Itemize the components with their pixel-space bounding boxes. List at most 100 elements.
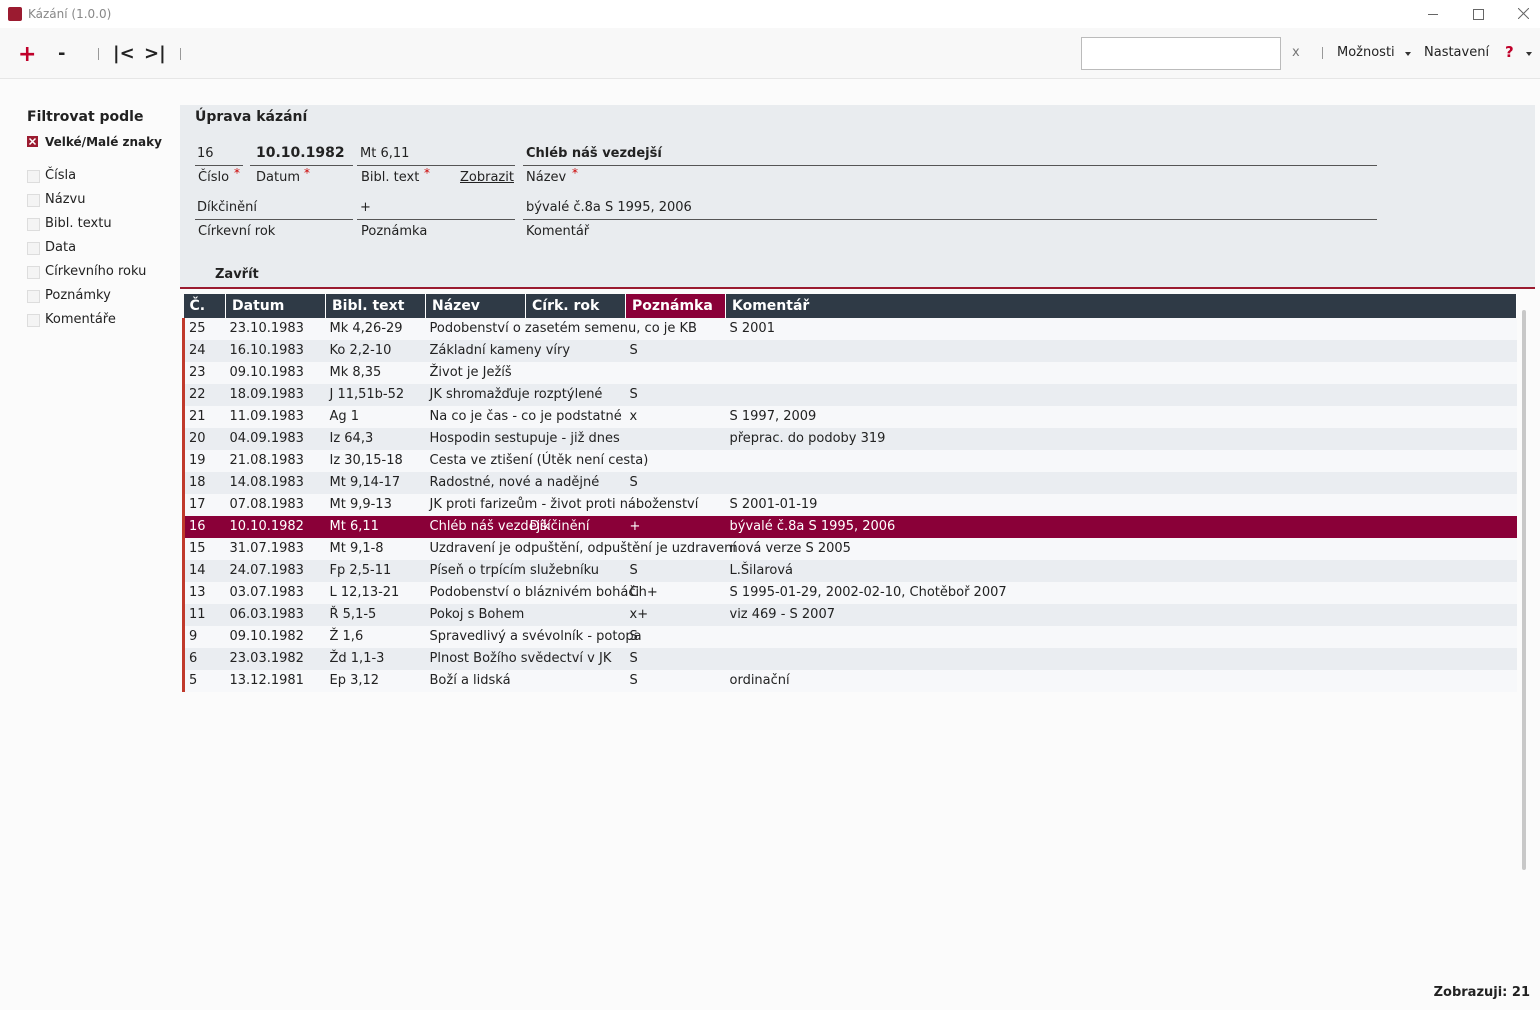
- table-cell: S: [625, 340, 726, 362]
- add-button[interactable]: +: [18, 42, 37, 67]
- table-cell: S 1997, 2009: [725, 406, 1517, 428]
- close-form-button[interactable]: Zavřít: [215, 267, 259, 282]
- table-row[interactable]: 14 24.07.1983 Fp 2,5-11 Píseň o trpícím slu…: [182, 560, 1517, 582]
- table-row[interactable]: 19 21.08.1983 Iz 30,15-18 Cesta ve ztišení …: [182, 450, 1517, 472]
- checkbox[interactable]: [27, 170, 40, 183]
- search-input[interactable]: [1081, 37, 1281, 70]
- table-cell: 18.09.1983: [225, 384, 326, 406]
- bible-label: Bibl. text: [361, 170, 420, 185]
- comment-value[interactable]: bývalé č.8a S 1995, 2006: [526, 200, 692, 215]
- number-label: Číslo: [198, 170, 230, 185]
- options-menu[interactable]: Možnosti: [1337, 45, 1395, 60]
- column-header[interactable]: Komentář: [725, 294, 1517, 318]
- church-year-label: Církevní rok: [198, 224, 276, 239]
- table-cell: Píseň o trpícím služebníku: [425, 560, 599, 582]
- checkbox-checked[interactable]: [27, 136, 38, 147]
- settings-menu[interactable]: Nastavení: [1424, 45, 1490, 60]
- column-header[interactable]: Datum: [225, 294, 326, 318]
- table-cell: [525, 472, 626, 494]
- table-row[interactable]: 6 23.03.1982 Žd 1,1-3 Plnost Božího svědect…: [182, 648, 1517, 670]
- table-cell: [525, 362, 626, 384]
- table-cell: Iz 30,15-18: [325, 450, 426, 472]
- table-cell: Mk 8,35: [325, 362, 426, 384]
- table-row[interactable]: 24 16.10.1983 Ko 2,2-10 Základní kameny vír…: [182, 340, 1517, 362]
- help-button[interactable]: ?: [1505, 43, 1514, 61]
- table-row[interactable]: 21 11.09.1983 Ag 1 Na co je čas - co je pod…: [182, 406, 1517, 428]
- show-link[interactable]: Zobrazit: [460, 170, 514, 185]
- table-cell: Podobenství o bláznivém boháči: [425, 582, 639, 604]
- table-cell: S: [625, 560, 726, 582]
- number-value[interactable]: 16: [197, 146, 214, 161]
- search-clear[interactable]: x: [1292, 45, 1300, 60]
- scrollbar[interactable]: [1522, 310, 1526, 870]
- table-cell: 23: [182, 362, 226, 384]
- case-toggle-label[interactable]: Velké/Malé znaky: [45, 135, 162, 149]
- filter-label[interactable]: Poznámky: [45, 288, 111, 303]
- note-value[interactable]: +: [360, 200, 371, 215]
- table-row[interactable]: 23 09.10.1983 Mk 8,35 Život je Ježíš: [182, 362, 1517, 384]
- checkbox[interactable]: [27, 314, 40, 327]
- name-value[interactable]: Chléb náš vezdejší: [526, 146, 662, 161]
- close-button[interactable]: [1518, 8, 1529, 19]
- table-cell: 14.08.1983: [225, 472, 326, 494]
- table-cell: Mt 6,11: [325, 516, 426, 538]
- required-mark: *: [304, 166, 310, 180]
- filter-label[interactable]: Bibl. textu: [45, 216, 112, 231]
- column-header[interactable]: Č.: [183, 294, 226, 318]
- filter-label[interactable]: Čísla: [45, 168, 77, 183]
- table-cell: 17: [182, 494, 226, 516]
- table-cell: [725, 450, 1517, 472]
- table-row[interactable]: 11 06.03.1983 Ř 5,1-5 Pokoj s Bohem x+ viz 46…: [182, 604, 1517, 626]
- table-cell: L.Šilarová: [725, 560, 1517, 582]
- bible-value[interactable]: Mt 6,11: [360, 146, 410, 161]
- filter-label[interactable]: Názvu: [45, 192, 86, 207]
- column-header[interactable]: Název: [425, 294, 526, 318]
- table-cell: [525, 670, 626, 692]
- table-cell: [725, 626, 1517, 648]
- filter-label[interactable]: Komentáře: [45, 312, 116, 327]
- filter-label[interactable]: Církevního roku: [45, 264, 147, 279]
- table-cell: 13.12.1981: [225, 670, 326, 692]
- table-cell: [525, 384, 626, 406]
- checkbox[interactable]: [27, 242, 40, 255]
- last-button[interactable]: >|: [144, 43, 166, 64]
- column-header[interactable]: Círk. rok: [525, 294, 626, 318]
- first-button[interactable]: |<: [113, 43, 135, 64]
- table-cell: S 1995-01-29, 2002-02-10, Chotěboř 2007: [725, 582, 1517, 604]
- table-row[interactable]: 22 18.09.1983 J 11,51b-52 JK shromažďuje ro…: [182, 384, 1517, 406]
- table-cell: Plnost Božího svědectví v JK: [425, 648, 611, 670]
- column-header[interactable]: Bibl. text: [325, 294, 426, 318]
- checkbox[interactable]: [27, 194, 40, 207]
- checkbox[interactable]: [27, 290, 40, 303]
- table-cell: S: [625, 648, 726, 670]
- table-cell: [525, 626, 626, 648]
- maximize-button[interactable]: [1473, 9, 1484, 20]
- remove-button[interactable]: -: [58, 43, 66, 64]
- table-cell: Iz 64,3: [325, 428, 426, 450]
- table-row[interactable]: 18 14.08.1983 Mt 9,14-17 Radostné, nové a n…: [182, 472, 1517, 494]
- table-cell: Hospodin sestupuje - již dnes: [425, 428, 620, 450]
- edit-form: Úprava kázání 16 10.10.1982 Mt 6,11 Chlé…: [180, 105, 1535, 287]
- table-cell: L 12,13-21: [325, 582, 426, 604]
- column-header[interactable]: Poznámka: [625, 294, 726, 318]
- table-row[interactable]: 16 10.10.1982 Mt 6,11 Chléb náš vezdejší Dík…: [182, 516, 1517, 538]
- minimize-button[interactable]: [1428, 14, 1438, 15]
- table-row[interactable]: 20 04.09.1983 Iz 64,3 Hospodin sestupuje - …: [182, 428, 1517, 450]
- checkbox[interactable]: [27, 218, 40, 231]
- church-year-value[interactable]: Díkčinění: [197, 200, 257, 215]
- table-cell: 18: [182, 472, 226, 494]
- table-cell: 09.10.1982: [225, 626, 326, 648]
- filter-label[interactable]: Data: [45, 240, 77, 255]
- checkbox[interactable]: [27, 266, 40, 279]
- table-cell: Žd 1,1-3: [325, 648, 426, 670]
- date-value[interactable]: 10.10.1982: [256, 145, 345, 161]
- table-cell: Díkčinění: [525, 516, 626, 538]
- table-cell: [725, 340, 1517, 362]
